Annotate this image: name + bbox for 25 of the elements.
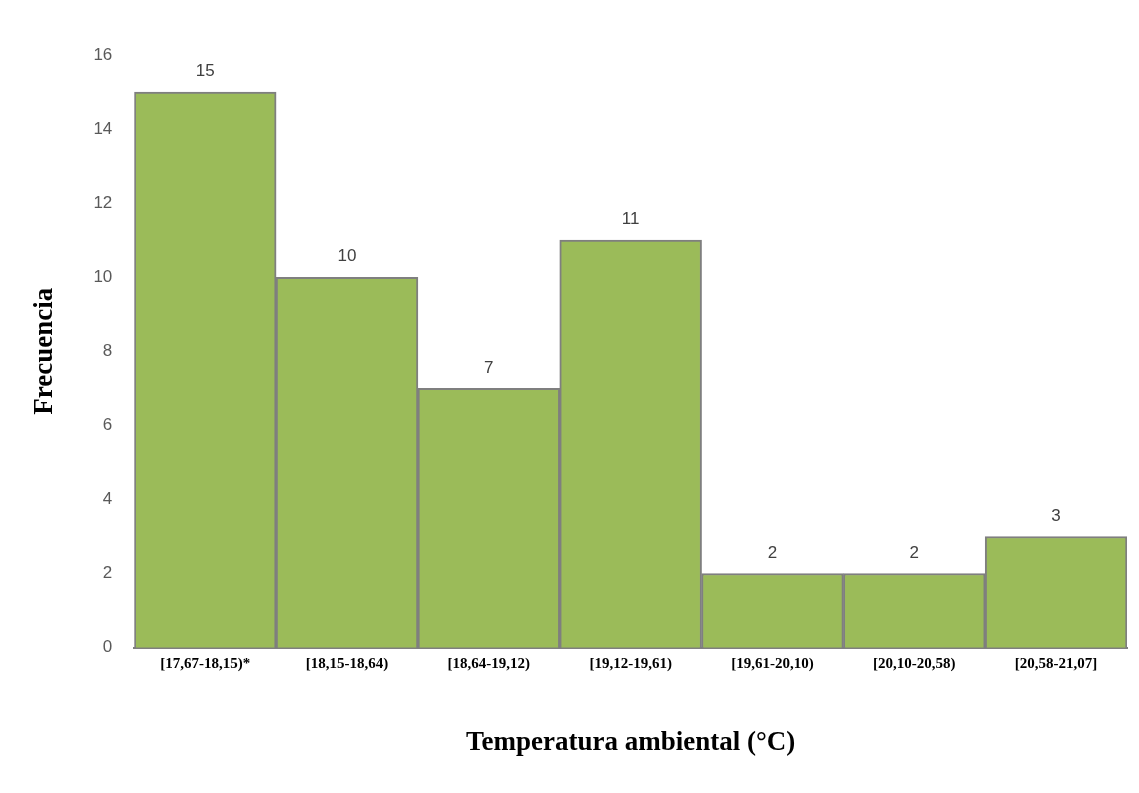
y-tick-label: 4 bbox=[102, 489, 113, 509]
data-label: 15 bbox=[195, 61, 215, 81]
x-tick-label: [20,10-20,58) bbox=[873, 655, 956, 673]
x-tick-label: [19,61-20,10) bbox=[731, 655, 814, 673]
x-tick-label: [18,64-19,12) bbox=[447, 655, 531, 673]
x-tick-label: [18,15-18,64) bbox=[305, 655, 389, 673]
x-tick-label: [19,12-19,61) bbox=[589, 655, 672, 673]
data-label: 2 bbox=[909, 542, 920, 562]
y-tick-label: 10 bbox=[93, 266, 113, 286]
y-axis-title: Frecuencia bbox=[28, 287, 59, 415]
data-label: 10 bbox=[337, 246, 357, 266]
x-tick-label: [17,67-18,15)* bbox=[160, 655, 251, 673]
y-tick-label: 6 bbox=[102, 415, 113, 435]
data-label: 7 bbox=[484, 357, 494, 377]
y-tick-label: 8 bbox=[102, 340, 113, 360]
data-label: 2 bbox=[767, 542, 778, 562]
y-tick-label: 2 bbox=[102, 563, 113, 583]
data-label: 11 bbox=[621, 209, 640, 229]
data-label: 3 bbox=[1051, 505, 1061, 525]
y-tick-label: 16 bbox=[93, 44, 113, 64]
x-tick-label: [20,58-21,07] bbox=[1014, 655, 1098, 672]
y-tick-label: 14 bbox=[93, 118, 113, 138]
y-tick-label: 0 bbox=[102, 637, 113, 657]
y-tick-label: 12 bbox=[93, 192, 113, 212]
x-axis-title: Temperatura ambiental (°C) bbox=[466, 725, 796, 756]
